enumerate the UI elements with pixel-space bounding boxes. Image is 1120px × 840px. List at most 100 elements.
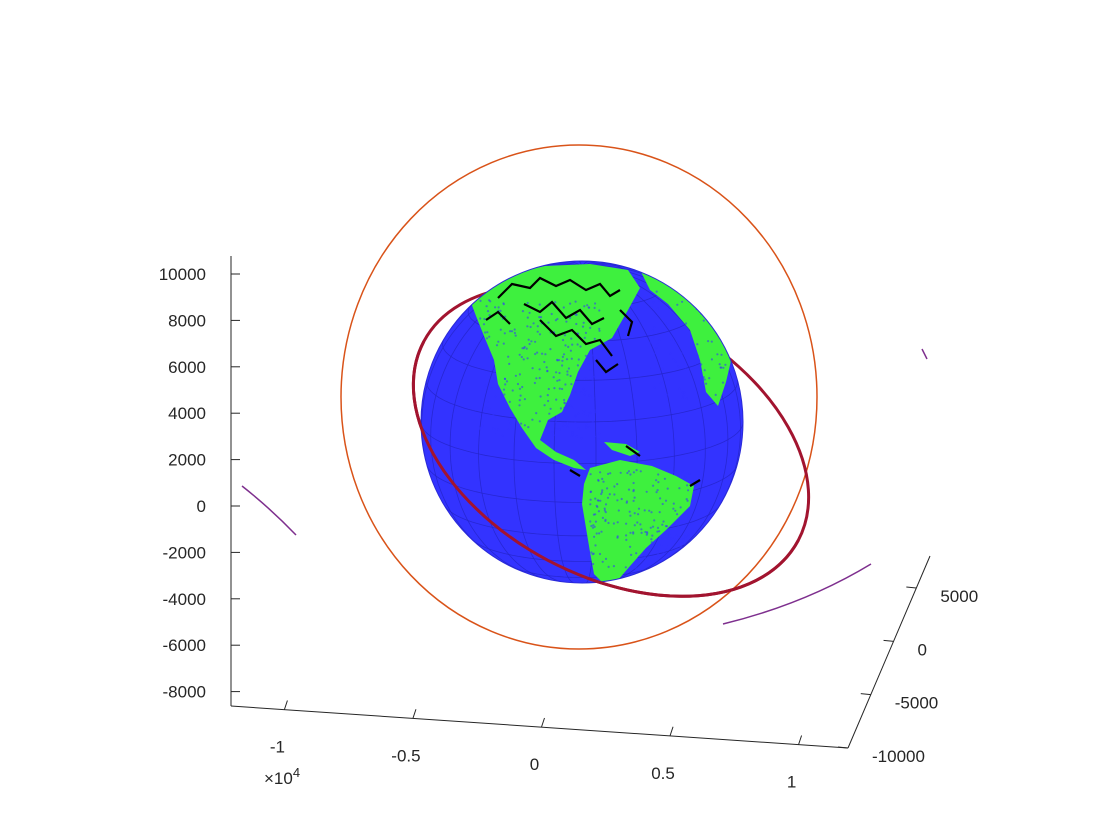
land-dot — [484, 384, 487, 387]
x-exponent-power: 4 — [293, 765, 300, 780]
land-dot — [525, 347, 528, 350]
land-dot — [680, 545, 683, 548]
land-dot — [527, 426, 530, 429]
land-dot — [688, 523, 691, 526]
land-dot — [589, 473, 592, 476]
land-dot — [554, 301, 557, 304]
land-dot — [686, 484, 689, 487]
land-dot — [521, 310, 525, 313]
land-dot — [648, 341, 652, 344]
land-dot — [570, 383, 573, 386]
land-dot — [546, 394, 549, 397]
x-axis-line — [230, 705, 849, 749]
land-dot — [489, 300, 492, 303]
land-dot — [687, 516, 690, 519]
land-dot — [597, 438, 600, 441]
red-orbit-front — [411, 340, 800, 598]
land-dot — [589, 369, 592, 372]
x-tick-label: -1 — [270, 738, 285, 757]
land-dot — [629, 545, 632, 548]
land-dot — [518, 387, 522, 390]
land-dot — [563, 401, 566, 404]
land-dot — [633, 512, 636, 515]
land-dot — [617, 509, 620, 512]
land-dot — [665, 525, 669, 528]
z-tick-label: 8000 — [168, 311, 206, 330]
land-dot — [670, 339, 673, 342]
z-tick-label: 6000 — [168, 358, 206, 377]
land-dot — [682, 394, 685, 397]
land-dot — [479, 415, 482, 419]
land-dot — [643, 550, 646, 554]
land-dot — [661, 523, 664, 526]
land-dot — [699, 364, 702, 367]
land-dot — [562, 353, 566, 356]
land-dot — [584, 419, 588, 422]
land-dot — [501, 434, 504, 437]
land-dot — [632, 531, 635, 534]
land-dot — [520, 355, 523, 359]
land-dot — [495, 428, 498, 431]
land-dot — [514, 374, 518, 377]
land-dot — [607, 565, 610, 569]
land-dot — [632, 499, 635, 502]
land-dot — [684, 476, 687, 479]
land-dot — [656, 343, 660, 346]
land-dot — [651, 525, 655, 528]
land-dot — [593, 409, 596, 412]
land-dot — [620, 497, 623, 501]
y-tick-mark — [860, 693, 871, 696]
land-dot — [648, 509, 651, 512]
land-dot — [705, 382, 708, 385]
land-dot — [682, 538, 685, 541]
land-dot — [665, 536, 669, 539]
land-dot — [672, 539, 675, 542]
land-dot — [536, 325, 539, 328]
land-dot — [559, 407, 563, 410]
land-dot — [588, 426, 591, 429]
y-tick-label: 0 — [918, 640, 927, 659]
land-dot — [493, 370, 496, 373]
parallel-line — [421, 422, 743, 465]
land-dot — [601, 489, 604, 492]
land-dot — [515, 427, 519, 430]
land-dot — [674, 342, 677, 345]
land-dot — [637, 513, 640, 516]
land-dot — [545, 366, 548, 369]
land-dot — [583, 393, 586, 396]
land-dot — [687, 533, 690, 537]
land-dot — [488, 314, 491, 317]
land-dot — [600, 492, 603, 496]
land-dot — [668, 533, 671, 536]
land-dot — [665, 393, 669, 396]
land-dot — [585, 377, 588, 380]
earth-globe — [420, 260, 744, 584]
land-dot — [655, 479, 658, 482]
land-dot — [566, 370, 569, 373]
land-dot — [651, 534, 654, 537]
land-dot — [650, 541, 653, 544]
land-dot — [565, 320, 568, 323]
land-dot — [562, 424, 565, 427]
land-dot — [600, 530, 603, 533]
land-dot — [724, 363, 727, 366]
x-tick-mark — [669, 726, 674, 736]
land-dot — [547, 399, 550, 403]
land-dot — [531, 418, 534, 421]
land-dot — [579, 345, 582, 348]
land-dot — [556, 358, 559, 361]
land-dot — [599, 471, 602, 474]
land-dot — [573, 391, 577, 394]
land-dot — [494, 306, 497, 309]
land-dot — [553, 387, 556, 390]
land-dot — [702, 376, 705, 379]
land-dot — [659, 497, 662, 500]
z-tick-label: -2000 — [163, 543, 206, 562]
z-tick-label: 4000 — [168, 404, 206, 423]
land-dot — [725, 283, 728, 286]
land-dot — [601, 560, 604, 563]
x-axis-ticks: -1 -0.5 0 0.5 1 — [270, 700, 803, 792]
land-dot — [505, 380, 509, 383]
land-dot — [653, 386, 657, 389]
land-dot — [526, 301, 529, 305]
